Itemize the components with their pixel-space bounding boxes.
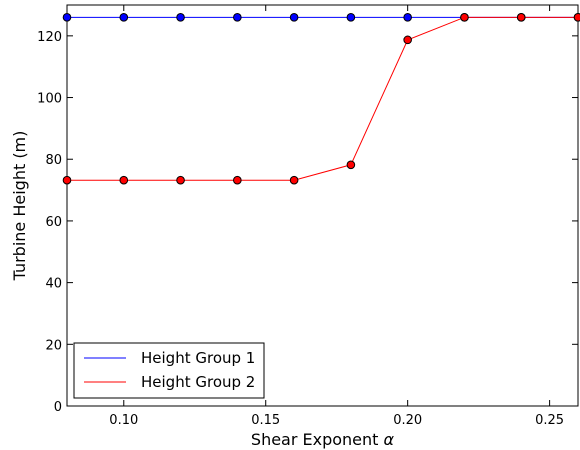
y-axis-label: Turbine Height (m)	[10, 131, 29, 282]
series-line-2	[67, 16, 578, 181]
legend-box	[73, 342, 265, 399]
y-tick-label: 80	[45, 153, 62, 168]
series-2-point	[176, 175, 185, 185]
x-axis-label: Shear Exponent α	[251, 430, 395, 449]
series-1-point	[62, 13, 72, 22]
series-2-point	[119, 175, 129, 185]
plot-frame	[66, 4, 579, 407]
y-tick-label: 120	[37, 30, 62, 45]
y-tick-label: 100	[37, 92, 62, 107]
series-1-point	[346, 13, 356, 22]
series-layer	[62, 13, 580, 185]
legend-label-1: Height Group 1	[141, 349, 255, 367]
x-tick-label: 0.10	[109, 413, 138, 428]
plot-area: 0.10 0.15 0.20 0.25 0 20 40 60 80 100 120	[37, 4, 580, 428]
axis-ticks: 0.10 0.15 0.20 0.25 0 20 40 60 80 100 120	[37, 5, 578, 428]
series-2-point	[460, 13, 469, 22]
x-tick-label: 0.25	[535, 413, 564, 428]
series-2-point	[573, 13, 580, 22]
series-2-point	[346, 160, 356, 170]
series-1-point	[403, 13, 412, 22]
series-1-point	[289, 13, 299, 22]
x-axis-symbol: α	[384, 430, 395, 449]
series-1-point	[119, 13, 129, 22]
series-2-point	[516, 13, 526, 22]
y-tick-label: 0	[54, 400, 62, 415]
series-1-point	[233, 13, 242, 22]
series-2-point	[62, 175, 72, 185]
series-2-point	[233, 175, 242, 185]
legend-label-2: Height Group 2	[141, 373, 255, 391]
y-tick-label: 20	[45, 338, 62, 353]
x-tick-label: 0.20	[393, 413, 422, 428]
y-tick-label: 40	[45, 277, 62, 292]
legend: Height Group 1 Height Group 2	[73, 342, 265, 399]
series-1-point	[176, 13, 185, 22]
series-2-point	[403, 35, 412, 45]
y-tick-label: 60	[45, 215, 62, 230]
x-tick-label: 0.15	[251, 413, 280, 428]
series-2-point	[289, 175, 299, 185]
